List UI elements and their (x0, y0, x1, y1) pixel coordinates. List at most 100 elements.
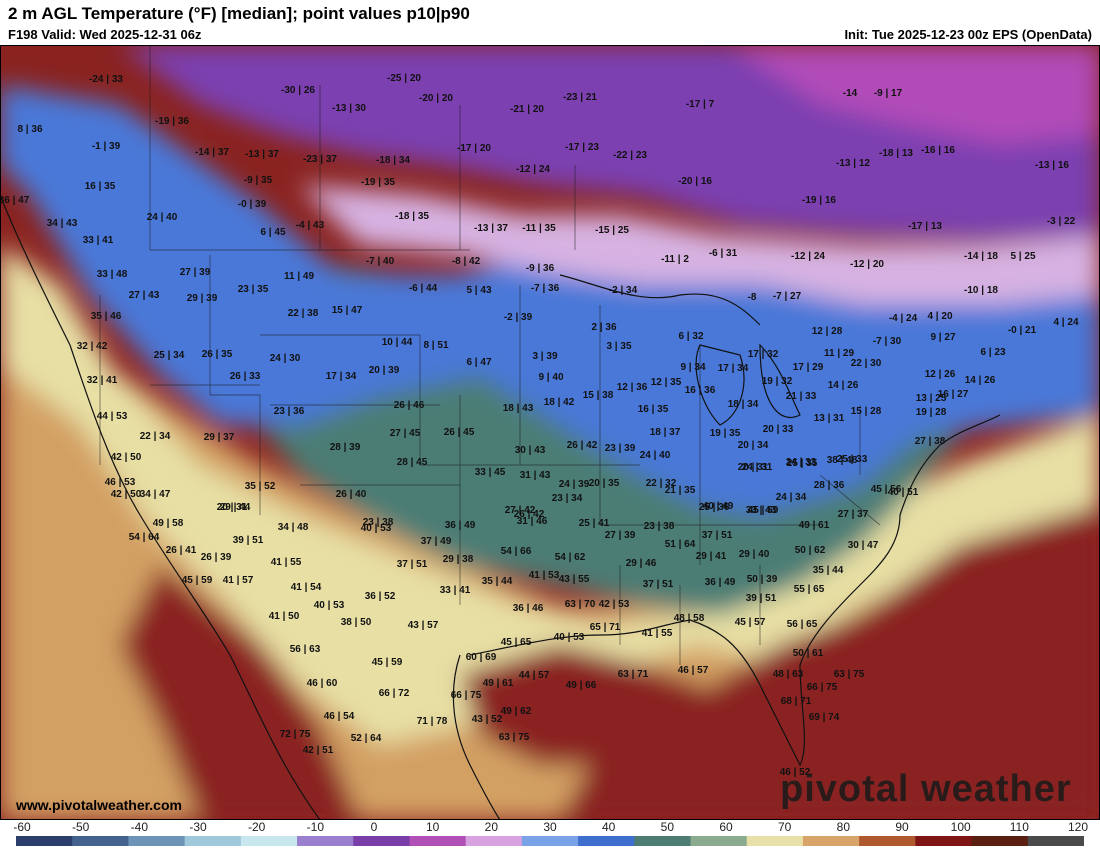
point-value-label: 33 | 48 (97, 269, 128, 280)
point-value-label: 35 | 52 (245, 481, 276, 492)
point-value-label: -18 | 35 (395, 211, 429, 222)
point-value-label: 12 | 36 (617, 382, 648, 393)
point-value-label: 21 | 35 (665, 485, 696, 496)
point-value-label: -17 | 7 (686, 99, 715, 110)
point-value-label: 37 | 51 (702, 530, 733, 541)
point-value-label: 3 | 35 (606, 341, 631, 352)
point-value-label: -30 | 26 (281, 85, 315, 96)
point-value-label: 29 | 37 (204, 432, 235, 443)
color-bar-tick-label: 90 (895, 820, 909, 834)
point-value-label: 40 | 53 (314, 600, 345, 611)
color-bar-tick-label: -30 (189, 820, 207, 834)
point-value-label: 25 | 35 (787, 458, 818, 469)
point-value-label: 66 | 72 (379, 688, 410, 699)
point-value-label: 6 | 23 (980, 347, 1005, 358)
point-value-label: -21 | 20 (510, 104, 544, 115)
point-value-label: 26 | 42 (567, 440, 598, 451)
point-value-label: 12 | 35 (651, 377, 682, 388)
point-value-label: 4 | 20 (927, 311, 952, 322)
point-value-label: 21 | 33 (786, 391, 817, 402)
point-value-label: 18 | 37 (650, 427, 681, 438)
point-value-label: 66 | 75 (451, 690, 482, 701)
point-value-label: 17 | 32 (748, 349, 779, 360)
color-bar-tick-label: 120 (1067, 820, 1089, 834)
point-value-label: 26 | 46 (394, 400, 425, 411)
point-value-label: 16 | 27 (938, 389, 969, 400)
point-value-label: 25 | 41 (579, 518, 610, 529)
point-value-label: -2 | 39 (504, 312, 533, 323)
point-value-label: -19 | 36 (155, 116, 189, 127)
point-value-label: -19 | 35 (361, 177, 395, 188)
point-value-label: 6 | 32 (678, 331, 703, 342)
point-value-label: 17 | 34 (326, 371, 357, 382)
point-value-label: 23 | 38 (644, 521, 675, 532)
point-value-label: 37 | 51 (643, 579, 674, 590)
point-value-label: 30 | 47 (848, 540, 879, 551)
region-red-mexico (120, 565, 360, 820)
point-value-label: 36 | 47 (0, 195, 30, 206)
point-value-label: 17 | 34 (718, 363, 749, 374)
temperature-map: -24 | 33 -30 | 26 -25 | 20 -20 | 20 -23 | 21… (0, 45, 1100, 820)
point-value-label: 25 | 34 (154, 350, 185, 361)
point-value-label: 35 | 44 (482, 576, 513, 587)
point-value-label: -24 | 33 (89, 74, 123, 85)
point-value-label: 34 | 43 (47, 218, 78, 229)
point-value-label: 46 | 54 (324, 711, 355, 722)
point-value-label: -22 | 23 (613, 150, 647, 161)
point-value-label: 72 | 75 (280, 729, 311, 740)
point-value-label: 71 | 78 (417, 716, 448, 727)
point-value-label: 69 | 74 (809, 712, 840, 723)
point-value-label: 20 | 35 (589, 478, 620, 489)
point-value-label: 16 | 35 (85, 181, 116, 192)
point-value-label: 15 | 38 (583, 390, 614, 401)
point-value-label: 25 | 36 (699, 502, 730, 513)
point-value-label: 41 | 55 (642, 628, 673, 639)
color-bar: -60 -50 -40 -30 -20 -10 0 10 20 30 40 50 60 70 80 90 100… (0, 820, 1100, 850)
point-value-label: 29 | 41 (696, 551, 727, 562)
color-bar-segment (578, 836, 635, 846)
point-value-label: 37 | 49 (421, 536, 452, 547)
point-value-label: 18 | 43 (503, 403, 534, 414)
color-bar-tick-label: -10 (306, 820, 324, 834)
point-value-label: 8 | 51 (423, 340, 448, 351)
point-value-label: 33 | 45 (475, 467, 506, 478)
point-value-label: -13 | 37 (474, 223, 508, 234)
point-value-label: -23 | 21 (563, 92, 597, 103)
region-pink-band (300, 185, 1100, 305)
point-value-label: 20 | 39 (369, 365, 400, 376)
point-value-label: -13 | 30 (332, 103, 366, 114)
color-bar-tick-label: 60 (719, 820, 733, 834)
point-value-label: 24 | 40 (640, 450, 671, 461)
point-value-label: 26 | 41 (166, 545, 197, 556)
point-value-label: -10 | 18 (964, 285, 998, 296)
point-value-label: -9 | 35 (244, 175, 273, 186)
point-value-label: 33 | 41 (440, 585, 471, 596)
point-value-label: -16 | 16 (921, 145, 955, 156)
point-value-label: -7 | 36 (531, 283, 560, 294)
color-bar-segment (128, 836, 186, 846)
point-value-label: 18 | 42 (544, 397, 575, 408)
point-value-label: 6 | 45 (260, 227, 285, 238)
point-value-label: 4 | 24 (1053, 317, 1078, 328)
point-value-label: 14 | 26 (965, 375, 996, 386)
region-blue-band (0, 85, 1100, 515)
point-value-label: -15 | 25 (595, 225, 629, 236)
point-value-label: 37 | 51 (397, 559, 428, 570)
point-value-label: 45 | 65 (501, 637, 532, 648)
point-value-label: 33 | 43 (746, 505, 777, 516)
point-value-label: 24 | 33 (786, 457, 817, 468)
point-value-label: 36 | 49 (705, 577, 736, 588)
point-value-label: 29 | 40 (739, 549, 770, 560)
point-value-label: -11 | 35 (522, 223, 556, 234)
point-value-label: 63 | 71 (618, 669, 649, 680)
point-value-label: -13 | 37 (245, 149, 279, 160)
color-bar-segment (634, 836, 692, 846)
point-value-label: 45 | 59 (182, 575, 213, 586)
color-bar-segment (297, 836, 354, 846)
point-value-label: 55 | 65 (794, 584, 825, 595)
point-value-label: 15 | 28 (851, 406, 882, 417)
point-value-label: 27 | 45 (390, 428, 421, 439)
color-bar-segment (690, 836, 748, 846)
point-value-label: 22 | 30 (851, 358, 882, 369)
point-value-label: 27 | 43 (129, 290, 160, 301)
